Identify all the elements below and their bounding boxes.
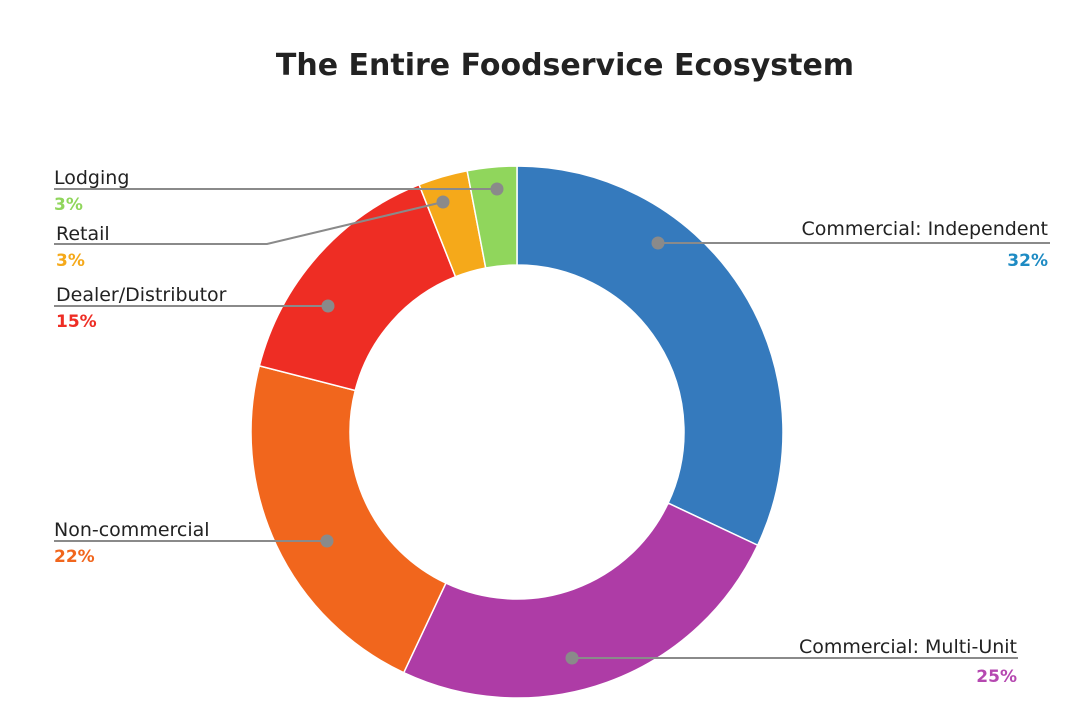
leader-dot-retail <box>436 195 450 209</box>
slice-dealer-distributor <box>258 183 457 392</box>
chart-title: The Entire Foodservice Ecosystem <box>275 48 855 83</box>
label-commercial-multi-unit: Commercial: Multi-Unit <box>799 636 1017 658</box>
slice-commercial-independent <box>516 165 784 547</box>
leader-dot-commercial-multi-unit <box>565 651 579 665</box>
label-dealer-distributor: Dealer/Distributor <box>56 284 227 306</box>
leader-dot-commercial-independent <box>651 236 665 250</box>
value-label-lodging: 3% <box>54 195 83 215</box>
label-lodging: Lodging <box>54 167 129 189</box>
value-label-commercial-multi-unit: 25% <box>976 667 1017 687</box>
slice-non-commercial <box>250 364 447 674</box>
value-label-dealer-distributor: 15% <box>56 312 97 332</box>
value-label-retail: 3% <box>56 251 85 271</box>
value-label-non-commercial: 22% <box>54 547 95 567</box>
leader-line-retail <box>54 201 444 245</box>
leader-dot-non-commercial <box>320 534 334 548</box>
slice-commercial-multi-unit <box>402 502 759 699</box>
label-retail: Retail <box>56 223 110 245</box>
value-label-commercial-independent: 32% <box>1007 251 1048 271</box>
leader-dot-dealer-distributor <box>321 299 335 313</box>
label-non-commercial: Non-commercial <box>54 519 210 541</box>
slice-lodging <box>466 165 518 269</box>
label-commercial-independent: Commercial: Independent <box>801 218 1048 240</box>
leader-dot-lodging <box>490 182 504 196</box>
